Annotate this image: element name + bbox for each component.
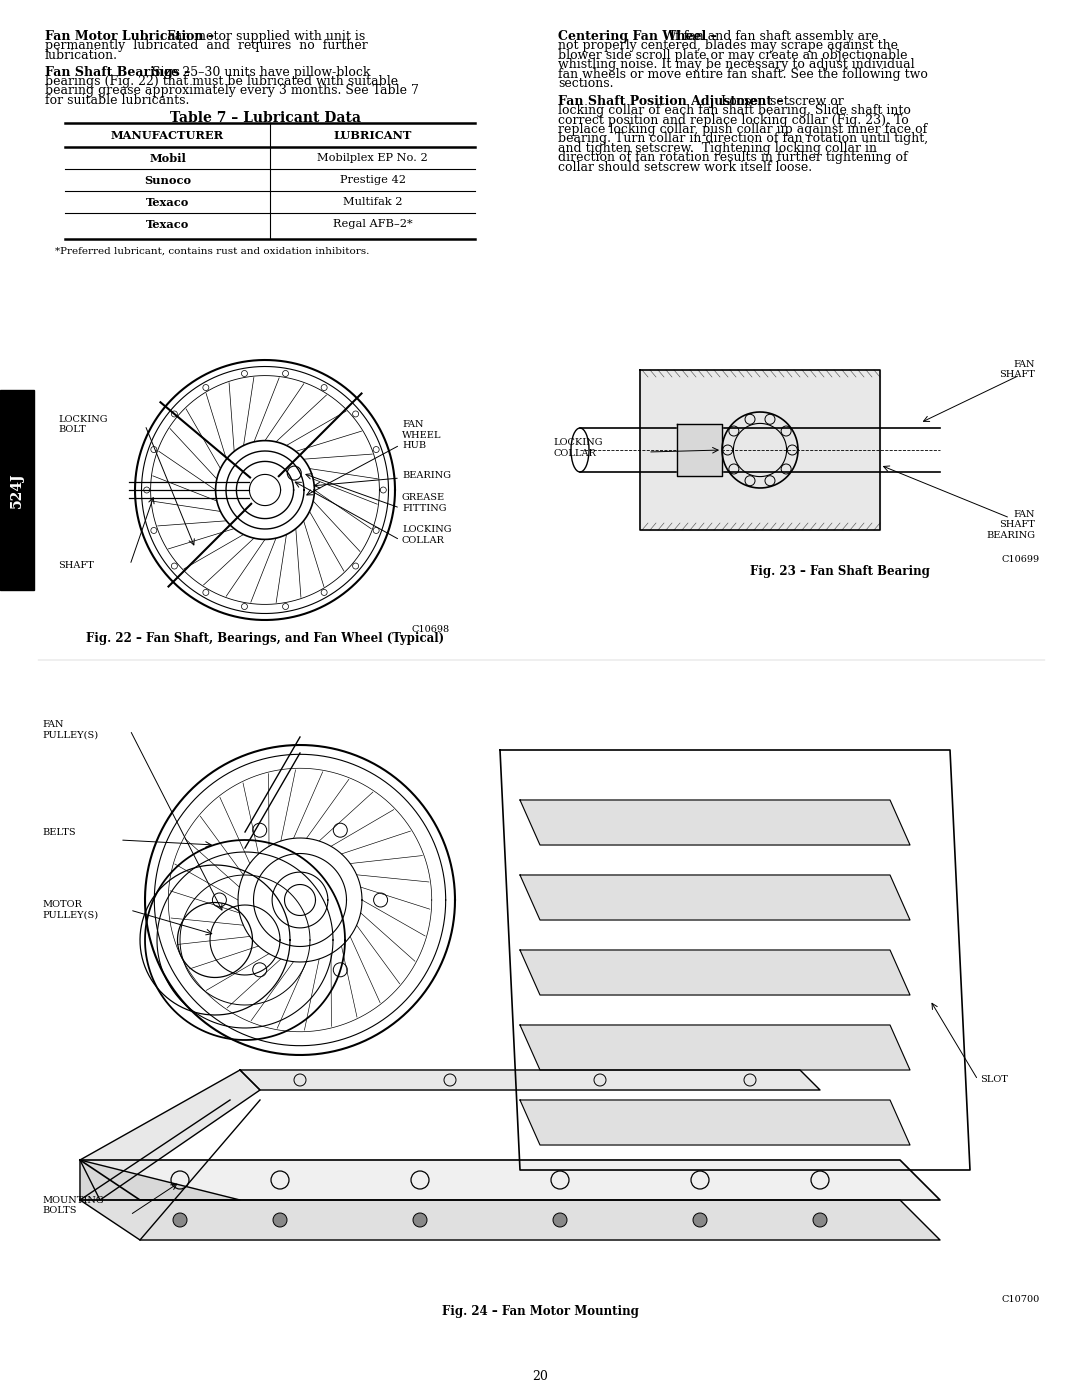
Polygon shape: [80, 1160, 940, 1200]
Text: Mobil: Mobil: [149, 152, 186, 163]
Text: lubrication.: lubrication.: [45, 49, 118, 61]
Text: LUBRICANT: LUBRICANT: [334, 130, 411, 141]
Text: and tighten setscrew.  Tightening locking collar in: and tighten setscrew. Tightening locking…: [558, 142, 877, 155]
Text: *Preferred lubricant, contains rust and oxidation inhibitors.: *Preferred lubricant, contains rust and …: [55, 247, 369, 256]
Text: FAN
SHAFT
BEARING: FAN SHAFT BEARING: [986, 510, 1035, 539]
Circle shape: [813, 1213, 827, 1227]
Text: Table 7 – Lubricant Data: Table 7 – Lubricant Data: [170, 110, 361, 124]
Text: FAN
SHAFT: FAN SHAFT: [999, 360, 1035, 380]
Polygon shape: [80, 1160, 240, 1200]
Text: Fig. 24 – Fan Motor Mounting: Fig. 24 – Fan Motor Mounting: [442, 1305, 638, 1317]
Text: C10698: C10698: [411, 624, 450, 634]
Polygon shape: [640, 370, 880, 529]
Text: Centering Fan Wheel –: Centering Fan Wheel –: [558, 29, 717, 43]
Polygon shape: [80, 1070, 260, 1200]
Text: permanently  lubricated  and  requires  no  further: permanently lubricated and requires no f…: [45, 39, 368, 53]
Text: Size 25–30 units have pillow-block: Size 25–30 units have pillow-block: [148, 66, 370, 78]
Text: MOTOR
PULLEY(S): MOTOR PULLEY(S): [42, 900, 98, 919]
Text: Fan Shaft Position Adjustment –: Fan Shaft Position Adjustment –: [558, 95, 783, 108]
Polygon shape: [80, 1200, 940, 1241]
Text: GREASE
FITTING: GREASE FITTING: [402, 493, 446, 513]
Text: replace locking collar, push collar up against inner face of: replace locking collar, push collar up a…: [558, 123, 928, 136]
Text: Texaco: Texaco: [146, 218, 189, 229]
Text: Sunoco: Sunoco: [144, 175, 191, 186]
Circle shape: [173, 1213, 187, 1227]
Text: Fan Motor Lubrication –: Fan Motor Lubrication –: [45, 29, 214, 43]
Text: LOCKING
BOLT: LOCKING BOLT: [58, 415, 108, 434]
Text: C10699: C10699: [1002, 555, 1040, 564]
Text: Fan Shaft Bearings –: Fan Shaft Bearings –: [45, 66, 190, 78]
Text: direction of fan rotation results in further tightening of: direction of fan rotation results in fur…: [558, 151, 907, 165]
Bar: [0, 390, 33, 590]
Text: sections.: sections.: [558, 77, 613, 89]
Text: correct position and replace locking collar (Fig. 23). To: correct position and replace locking col…: [558, 113, 908, 127]
Text: MOUNTING
BOLTS: MOUNTING BOLTS: [42, 1196, 104, 1215]
Text: SLOT: SLOT: [980, 1076, 1008, 1084]
Text: Texaco: Texaco: [146, 197, 189, 208]
Text: bearing. Turn collar in direction of fan rotation until tight,: bearing. Turn collar in direction of fan…: [558, 133, 928, 145]
Text: If fan and fan shaft assembly are: If fan and fan shaft assembly are: [665, 29, 878, 43]
Text: FAN
WHEEL
HUB: FAN WHEEL HUB: [402, 420, 442, 450]
Text: C10700: C10700: [1002, 1295, 1040, 1303]
Text: BEARING: BEARING: [402, 471, 451, 479]
Text: Fig. 22 – Fan Shaft, Bearings, and Fan Wheel (Typical): Fig. 22 – Fan Shaft, Bearings, and Fan W…: [86, 631, 444, 645]
Text: 20: 20: [532, 1370, 548, 1383]
Text: bearing grease approximately every 3 months. See Table 7: bearing grease approximately every 3 mon…: [45, 84, 419, 98]
Text: Prestige 42: Prestige 42: [339, 175, 405, 184]
Polygon shape: [677, 425, 723, 476]
Polygon shape: [519, 1025, 910, 1070]
Polygon shape: [519, 950, 910, 995]
Text: Multifak 2: Multifak 2: [342, 197, 402, 207]
Circle shape: [693, 1213, 707, 1227]
Text: BELTS: BELTS: [42, 828, 76, 837]
Text: FAN
PULLEY(S): FAN PULLEY(S): [42, 719, 98, 739]
Circle shape: [553, 1213, 567, 1227]
Text: for suitable lubricants.: for suitable lubricants.: [45, 94, 189, 108]
Text: not properly centered, blades may scrape against the: not properly centered, blades may scrape…: [558, 39, 897, 53]
Polygon shape: [519, 1099, 910, 1146]
Text: LOCKING
COLLAR: LOCKING COLLAR: [402, 525, 451, 545]
Text: locking collar of each fan shaft bearing. Slide shaft into: locking collar of each fan shaft bearing…: [558, 105, 910, 117]
Text: SHAFT: SHAFT: [58, 560, 94, 570]
Text: bearings (Fig. 22) that must be lubricated with suitable: bearings (Fig. 22) that must be lubricat…: [45, 75, 399, 88]
Circle shape: [413, 1213, 427, 1227]
Text: LOCKING
COLLAR: LOCKING COLLAR: [553, 439, 603, 458]
Text: Mobilplex EP No. 2: Mobilplex EP No. 2: [318, 154, 428, 163]
Polygon shape: [240, 1070, 820, 1090]
Text: Loosen setscrew or: Loosen setscrew or: [717, 95, 843, 108]
Text: blower side scroll plate or may create an objectionable: blower side scroll plate or may create a…: [558, 49, 907, 61]
Polygon shape: [519, 875, 910, 921]
Text: Fan motor supplied with unit is: Fan motor supplied with unit is: [163, 29, 365, 43]
Text: whistling noise. It may be necessary to adjust individual: whistling noise. It may be necessary to …: [558, 59, 915, 71]
Circle shape: [273, 1213, 287, 1227]
Text: fan wheels or move entire fan shaft. See the following two: fan wheels or move entire fan shaft. See…: [558, 67, 928, 81]
Polygon shape: [519, 800, 910, 845]
Text: Regal AFB–2*: Regal AFB–2*: [333, 219, 413, 229]
Text: 524J: 524J: [10, 472, 24, 509]
Text: Fig. 23 – Fan Shaft Bearing: Fig. 23 – Fan Shaft Bearing: [751, 564, 930, 578]
Text: collar should setscrew work itself loose.: collar should setscrew work itself loose…: [558, 161, 812, 173]
Text: MANUFACTURER: MANUFACTURER: [111, 130, 224, 141]
